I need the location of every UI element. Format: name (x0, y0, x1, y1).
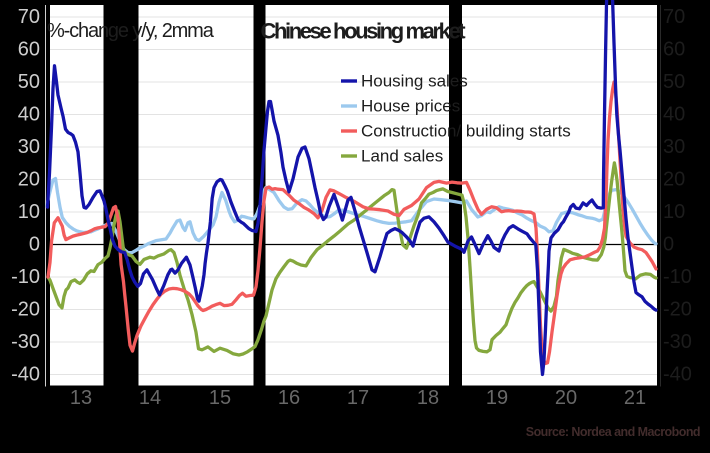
svg-text:50: 50 (663, 71, 685, 93)
svg-text:40: 40 (663, 104, 685, 126)
svg-text:-30: -30 (11, 331, 40, 353)
svg-text:70: 70 (663, 6, 685, 28)
svg-text:16: 16 (278, 387, 300, 409)
svg-text:20: 20 (663, 169, 685, 191)
svg-text:19: 19 (486, 387, 508, 409)
svg-text:14: 14 (139, 387, 161, 409)
svg-text:40: 40 (18, 104, 40, 126)
svg-text:Housing sales: Housing sales (361, 72, 468, 91)
svg-text:0: 0 (29, 234, 40, 256)
svg-text:50: 50 (18, 71, 40, 93)
svg-text:Construction/ building starts: Construction/ building starts (361, 122, 571, 141)
svg-text:30: 30 (18, 136, 40, 158)
svg-text:-20: -20 (663, 299, 692, 321)
svg-text:17: 17 (347, 387, 369, 409)
svg-text:-10: -10 (663, 266, 692, 288)
svg-text:-30: -30 (663, 331, 692, 353)
svg-text:30: 30 (663, 136, 685, 158)
svg-text:-40: -40 (11, 364, 40, 386)
svg-text:-20: -20 (11, 299, 40, 321)
svg-text:Chinese housing market: Chinese housing market (261, 19, 467, 44)
svg-text:60: 60 (18, 39, 40, 61)
svg-text:10: 10 (663, 201, 685, 223)
svg-text:Land sales: Land sales (361, 147, 443, 166)
svg-text:20: 20 (555, 387, 577, 409)
svg-text:20: 20 (18, 169, 40, 191)
svg-text:70: 70 (18, 6, 40, 28)
svg-text:0: 0 (663, 234, 674, 256)
svg-text:60: 60 (663, 39, 685, 61)
svg-text:13: 13 (70, 387, 92, 409)
svg-text:15: 15 (209, 387, 231, 409)
svg-text:House prices: House prices (361, 97, 460, 116)
svg-text:Source: Nordea and Macrobond: Source: Nordea and Macrobond (526, 425, 700, 439)
svg-text:%-change y/y, 2mma: %-change y/y, 2mma (47, 20, 215, 42)
svg-text:10: 10 (18, 201, 40, 223)
svg-text:21: 21 (624, 387, 646, 409)
svg-text:-10: -10 (11, 266, 40, 288)
svg-text:18: 18 (417, 387, 439, 409)
svg-text:-40: -40 (663, 364, 692, 386)
